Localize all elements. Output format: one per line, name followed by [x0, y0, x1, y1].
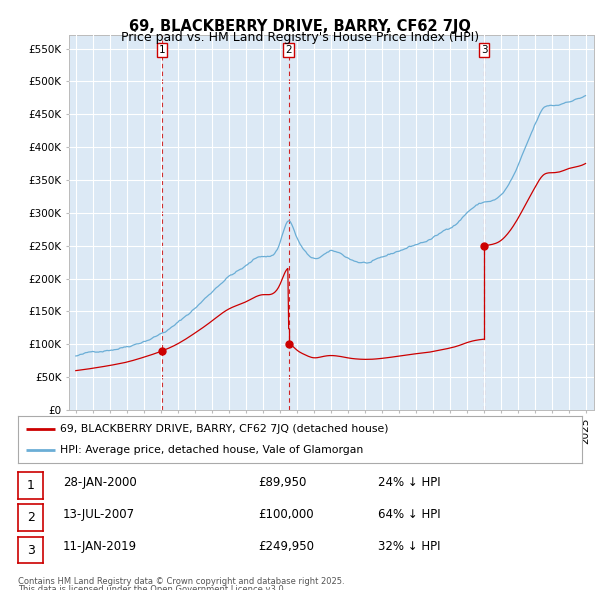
Text: 3: 3	[481, 45, 487, 55]
Text: 24% ↓ HPI: 24% ↓ HPI	[378, 476, 440, 489]
Text: 64% ↓ HPI: 64% ↓ HPI	[378, 508, 440, 521]
Text: 2: 2	[26, 511, 35, 525]
Text: 2: 2	[286, 45, 292, 55]
Text: 3: 3	[26, 543, 35, 557]
Text: 69, BLACKBERRY DRIVE, BARRY, CF62 7JQ (detached house): 69, BLACKBERRY DRIVE, BARRY, CF62 7JQ (d…	[60, 424, 389, 434]
Text: £89,950: £89,950	[258, 476, 307, 489]
Text: 13-JUL-2007: 13-JUL-2007	[63, 508, 135, 521]
Text: 11-JAN-2019: 11-JAN-2019	[63, 540, 137, 553]
Text: This data is licensed under the Open Government Licence v3.0.: This data is licensed under the Open Gov…	[18, 585, 286, 590]
Text: Contains HM Land Registry data © Crown copyright and database right 2025.: Contains HM Land Registry data © Crown c…	[18, 577, 344, 586]
Text: HPI: Average price, detached house, Vale of Glamorgan: HPI: Average price, detached house, Vale…	[60, 445, 364, 455]
Text: 32% ↓ HPI: 32% ↓ HPI	[378, 540, 440, 553]
Text: Price paid vs. HM Land Registry's House Price Index (HPI): Price paid vs. HM Land Registry's House …	[121, 31, 479, 44]
Text: 1: 1	[26, 478, 35, 492]
Text: 69, BLACKBERRY DRIVE, BARRY, CF62 7JQ: 69, BLACKBERRY DRIVE, BARRY, CF62 7JQ	[129, 19, 471, 34]
Text: £100,000: £100,000	[258, 508, 314, 521]
Text: £249,950: £249,950	[258, 540, 314, 553]
Text: 28-JAN-2000: 28-JAN-2000	[63, 476, 137, 489]
Text: 1: 1	[158, 45, 165, 55]
